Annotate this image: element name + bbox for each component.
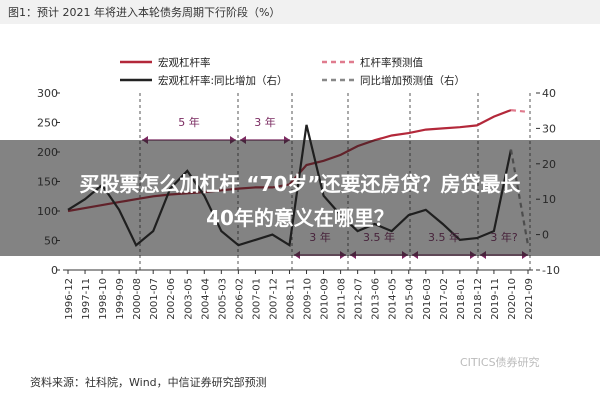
watermark: CITICS债券研究 bbox=[460, 355, 540, 369]
x-tick-label: 2008-11 bbox=[285, 278, 296, 320]
x-tick-label: 2013-06 bbox=[371, 278, 382, 320]
source: 资料来源：社科院，Wind，中信证券研究部预测 bbox=[30, 375, 267, 389]
overlay-headline: 40年的意义在哪里？ bbox=[206, 206, 394, 230]
x-tick-label: 2010-09 bbox=[320, 278, 331, 320]
x-tick-label: 2015-04 bbox=[405, 278, 416, 320]
x-tick-label: 2000-08 bbox=[132, 278, 143, 320]
x-tick-label: 2014-05 bbox=[388, 278, 399, 320]
x-tick-label: 1999-09 bbox=[115, 278, 126, 320]
x-tick-label: 1996-12 bbox=[64, 278, 75, 320]
x-tick-label: 2007-01 bbox=[251, 278, 262, 320]
overlay-band bbox=[0, 140, 600, 256]
x-tick-label: 2016-03 bbox=[422, 278, 433, 320]
x-tick-label: 2019-11 bbox=[490, 278, 501, 320]
x-tick-label: 2001-07 bbox=[149, 278, 160, 320]
y-tick-label: 0 bbox=[51, 264, 58, 277]
legend-label: 杠杆率预测值 bbox=[360, 56, 423, 69]
x-tick-label: 2012-07 bbox=[354, 278, 365, 320]
y2-tick-label: -10 bbox=[542, 264, 560, 277]
overlay-headline: 买股票怎么加杠杆 “70岁”还要还房贷？房贷最长 bbox=[79, 172, 521, 196]
annotation: 5 年 bbox=[178, 115, 200, 129]
x-tick-label: 2005-03 bbox=[217, 278, 228, 320]
y-tick-label: 300 bbox=[37, 87, 58, 100]
x-tick-label: 1997-11 bbox=[81, 278, 92, 320]
title-bar bbox=[0, 0, 600, 24]
legend-label: 宏观杠杆率:同比增加（右） bbox=[158, 74, 288, 87]
chart-title: 图1：预计 2021 年将进入本轮债务周期下行阶段（%） bbox=[8, 5, 280, 19]
x-tick-label: 2007-12 bbox=[268, 278, 279, 320]
x-tick-label: 2006-02 bbox=[234, 278, 245, 320]
y2-tick-label: 40 bbox=[542, 87, 556, 100]
x-tick-label: 1998-10 bbox=[98, 278, 109, 320]
x-tick-label: 2018-12 bbox=[473, 278, 484, 320]
legend-label: 宏观杠杆率 bbox=[158, 56, 211, 69]
x-tick-label: 2018-01 bbox=[456, 278, 467, 320]
x-tick-label: 2009-10 bbox=[303, 278, 314, 320]
legend-label: 同比增加预测值（右） bbox=[360, 74, 465, 87]
x-tick-label: 2003-05 bbox=[183, 278, 194, 320]
x-tick-label: 2020-10 bbox=[507, 278, 518, 320]
series-line bbox=[510, 109, 529, 113]
y2-tick-label: 30 bbox=[542, 122, 556, 135]
x-tick-label: 2017-02 bbox=[439, 278, 450, 320]
x-tick-label: 2004-04 bbox=[200, 278, 211, 320]
x-tick-label: 2021-09 bbox=[524, 278, 535, 320]
annotation: 3 年 bbox=[254, 115, 276, 129]
x-tick-label: 2002-06 bbox=[166, 278, 177, 320]
x-tick-label: 2011-08 bbox=[337, 278, 348, 320]
y-tick-label: 250 bbox=[37, 117, 58, 130]
